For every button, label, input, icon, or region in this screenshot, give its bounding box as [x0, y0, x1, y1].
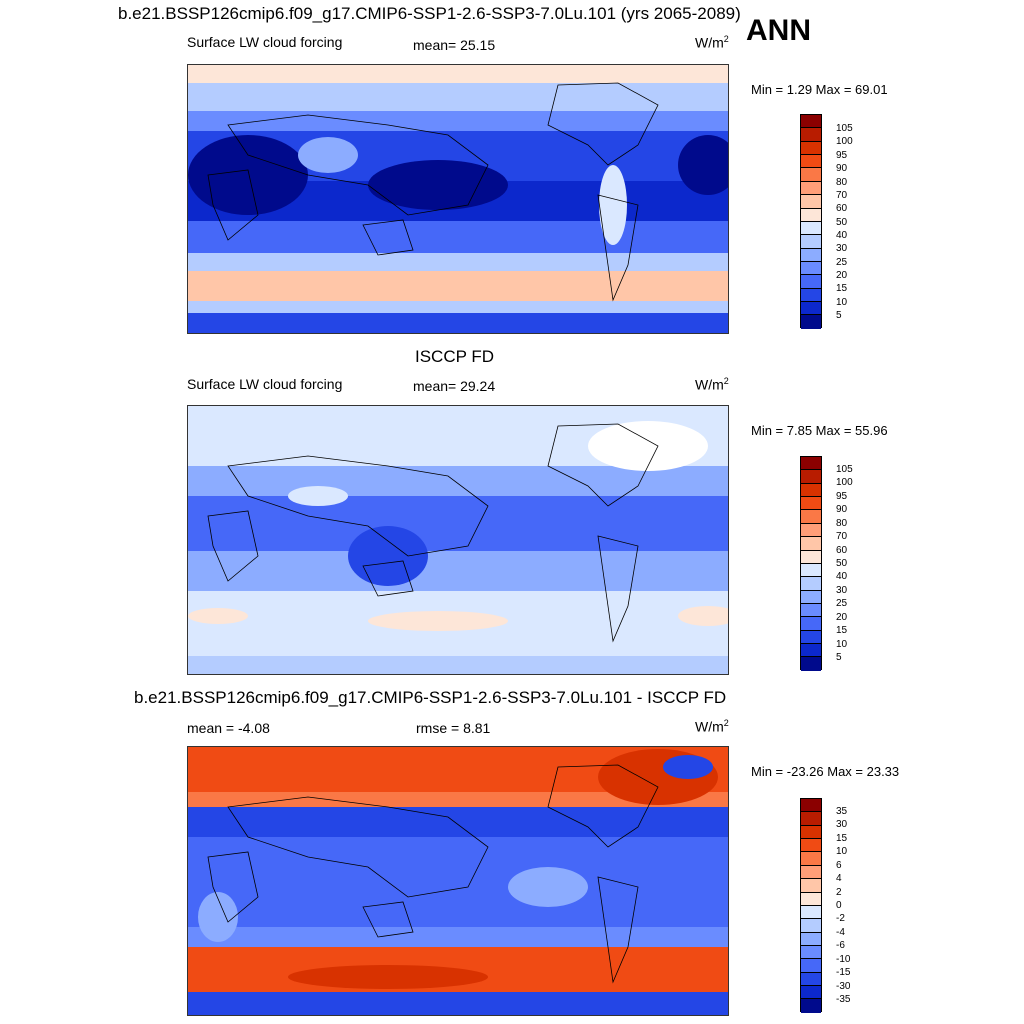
panel1-colorbar-tick: 105: [836, 123, 853, 134]
panel3-colorbar-tick: 2: [836, 887, 842, 898]
panel2-colorbar-tick: 5: [836, 652, 842, 663]
panel3-mean-label: mean = -4.08: [187, 720, 270, 736]
panel3-colorbar: [800, 798, 822, 1013]
panel2-mean-label: mean= 29.24: [413, 378, 496, 394]
panel1-colorbar-tick: 20: [836, 270, 848, 281]
panel2-variable-label: Surface LW cloud forcing: [187, 376, 343, 392]
panel1-colorbar-tick: 90: [836, 163, 848, 174]
panel1-colorbar-tick: 25: [836, 257, 848, 268]
panel1-variable-label: Surface LW cloud forcing: [187, 34, 343, 50]
panel2-colorbar-tick: 105: [836, 464, 853, 475]
panel2-colorbar-tick: 10: [836, 639, 848, 650]
panel3-colorbar-tick: 30: [836, 819, 848, 830]
panel1-unit-label: W/m2: [695, 34, 729, 51]
panel1-colorbar-tick: 80: [836, 177, 848, 188]
panel2-map: [187, 405, 729, 675]
panel2-colorbar-tick: 15: [836, 625, 848, 636]
panel2-colorbar-tick: 100: [836, 477, 853, 488]
panel3-colorbar-tick: -30: [836, 981, 851, 992]
panel3-minmax: Min = -23.26 Max = 23.33: [751, 764, 900, 779]
panel2-colorbar: [800, 456, 822, 671]
panel1-colorbar-tick: 60: [836, 203, 848, 214]
panel2-colorbar-tick: 30: [836, 585, 848, 596]
panel2-unit-label: W/m2: [695, 376, 729, 393]
panel2-colorbar-tick: 50: [836, 558, 848, 569]
panel1-colorbar-tick: 70: [836, 190, 848, 201]
panel3-colorbar-tick: -6: [836, 940, 845, 951]
panel2-colorbar-tick: 95: [836, 491, 848, 502]
panel1-colorbar-tick: 95: [836, 150, 848, 161]
panel2-colorbar-tick: 90: [836, 504, 848, 515]
panel1-colorbar-tick: 15: [836, 283, 848, 294]
panel3-colorbar-tick: 0: [836, 900, 842, 911]
panel2-title: ISCCP FD: [415, 347, 495, 366]
panel3-colorbar-tick: -2: [836, 913, 845, 924]
panel1-minmax: Min = 1.29 Max = 69.01: [751, 82, 888, 97]
panel3-colorbar-tick: -35: [836, 994, 851, 1005]
panel2-colorbar-tick: 60: [836, 545, 848, 556]
panel1-colorbar-tick: 10: [836, 297, 848, 308]
panel1-map: [187, 64, 729, 334]
panel3-unit-label: W/m2: [695, 718, 729, 735]
panel1-title: b.e21.BSSP126cmip6.f09_g17.CMIP6-SSP1-2.…: [118, 4, 741, 23]
panel1-colorbar-tick: 5: [836, 310, 842, 321]
panel2-colorbar-tick: 80: [836, 518, 848, 529]
panel1-colorbar-tick: 30: [836, 243, 848, 254]
panel2-colorbar-tick: 70: [836, 531, 848, 542]
panel1-mean-label: mean= 25.15: [413, 37, 496, 53]
panel1-colorbar-tick: 100: [836, 136, 853, 147]
panel3-colorbar-tick: 10: [836, 846, 848, 857]
panel3-title: b.e21.BSSP126cmip6.f09_g17.CMIP6-SSP1-2.…: [134, 688, 727, 707]
panel3-map: [187, 746, 729, 1016]
panel3-colorbar-tick: 35: [836, 806, 848, 817]
panel3-colorbar-tick: -15: [836, 967, 851, 978]
panel2-colorbar-tick: 40: [836, 571, 848, 582]
panel3-colorbar-tick: -4: [836, 927, 845, 938]
panel3-colorbar-tick: 15: [836, 833, 848, 844]
season-label: ANN: [746, 14, 811, 47]
panel3-colorbar-tick: 4: [836, 873, 842, 884]
panel3-colorbar-tick: 6: [836, 860, 842, 871]
panel2-colorbar-tick: 25: [836, 598, 848, 609]
panel2-minmax: Min = 7.85 Max = 55.96: [751, 423, 888, 438]
panel1-colorbar-tick: 40: [836, 230, 848, 241]
panel3-colorbar-tick: -10: [836, 954, 851, 965]
panel3-rmse-label: rmse = 8.81: [416, 720, 491, 736]
panel2-colorbar-tick: 20: [836, 612, 848, 623]
panel1-colorbar-tick: 50: [836, 217, 848, 228]
panel1-colorbar: [800, 114, 822, 329]
